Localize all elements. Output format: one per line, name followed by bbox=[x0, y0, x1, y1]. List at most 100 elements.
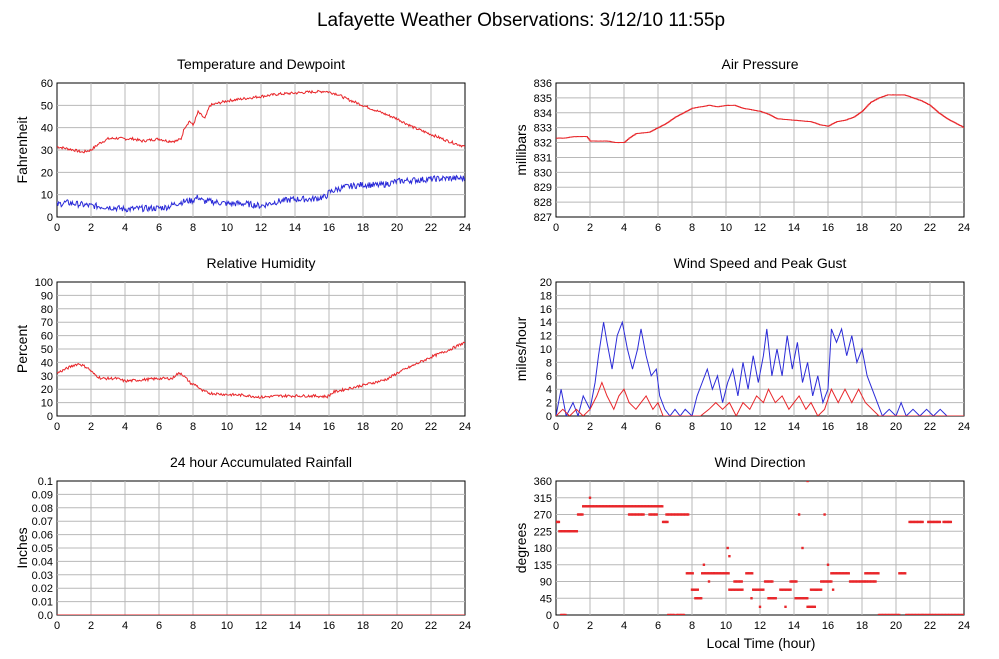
direction-point bbox=[861, 580, 865, 583]
direction-point bbox=[574, 530, 577, 533]
direction-point bbox=[672, 513, 675, 516]
direction-point bbox=[707, 580, 711, 583]
y-tick-label: 0.08 bbox=[32, 503, 53, 515]
direction-point bbox=[927, 613, 931, 615]
direction-point bbox=[924, 613, 928, 615]
direction-point bbox=[872, 572, 876, 575]
y-tick-label: 6 bbox=[546, 371, 552, 383]
direction-point bbox=[726, 546, 729, 550]
direction-point bbox=[648, 505, 651, 508]
direction-point bbox=[695, 597, 699, 600]
direction-point bbox=[835, 572, 839, 575]
chart-title: 24 hour Accumulated Rainfall bbox=[170, 454, 352, 470]
direction-point bbox=[871, 572, 874, 575]
y-tick-label: 10 bbox=[540, 344, 552, 356]
direction-point bbox=[582, 505, 585, 508]
direction-point bbox=[659, 505, 663, 508]
x-tick-label: 18 bbox=[856, 620, 868, 632]
y-tick-label: 16 bbox=[540, 304, 552, 316]
x-axis-title: Local Time (hour) bbox=[707, 635, 816, 651]
x-tick-label: 22 bbox=[425, 421, 437, 433]
x-tick-label: 22 bbox=[924, 421, 936, 433]
direction-point bbox=[865, 572, 869, 575]
y-tick-label: 831 bbox=[534, 152, 552, 164]
direction-point bbox=[890, 613, 894, 615]
x-tick-label: 6 bbox=[655, 222, 661, 234]
direction-point bbox=[600, 505, 603, 508]
temp-series-red bbox=[57, 89, 465, 154]
direction-point bbox=[559, 613, 563, 615]
chart-title: Air Pressure bbox=[721, 56, 798, 72]
direction-point bbox=[872, 580, 876, 583]
direction-point bbox=[956, 613, 960, 615]
direction-point bbox=[877, 572, 880, 575]
direction-point bbox=[789, 588, 792, 591]
direction-point bbox=[864, 580, 867, 583]
direction-point bbox=[709, 572, 713, 575]
direction-point bbox=[821, 580, 824, 583]
direction-point bbox=[851, 580, 855, 583]
direction-point bbox=[611, 505, 615, 508]
y-tick-label: 835 bbox=[534, 93, 552, 105]
direction-point bbox=[737, 580, 741, 583]
direction-point bbox=[699, 597, 703, 600]
direction-point bbox=[693, 588, 697, 591]
x-tick-label: 20 bbox=[890, 620, 902, 632]
direction-point bbox=[588, 496, 592, 499]
direction-point bbox=[593, 505, 596, 508]
direction-point bbox=[950, 613, 954, 615]
y-tick-label: 45 bbox=[540, 593, 552, 605]
y-tick-label: 30 bbox=[41, 145, 53, 157]
y-tick-label: 90 bbox=[41, 290, 53, 302]
direction-point bbox=[883, 613, 886, 615]
direction-point bbox=[691, 572, 694, 575]
direction-point bbox=[738, 588, 741, 591]
direction-point bbox=[675, 613, 678, 615]
direction-point bbox=[942, 520, 945, 524]
direction-point bbox=[809, 588, 813, 591]
direction-point bbox=[733, 588, 737, 591]
direction-point bbox=[838, 572, 842, 575]
direction-point bbox=[782, 588, 785, 591]
direction-point bbox=[824, 580, 827, 583]
y-tick-label: 829 bbox=[534, 182, 552, 194]
direction-point bbox=[843, 572, 846, 575]
y-tick-label: 20 bbox=[540, 277, 552, 289]
x-tick-label: 24 bbox=[958, 620, 970, 632]
direction-point bbox=[940, 613, 944, 615]
direction-point bbox=[831, 572, 835, 575]
direction-point bbox=[671, 513, 674, 516]
direction-point bbox=[638, 513, 641, 516]
x-tick-label: 16 bbox=[822, 620, 834, 632]
direction-point bbox=[666, 513, 670, 516]
direction-point bbox=[564, 613, 567, 615]
direction-point bbox=[603, 505, 606, 508]
y-tick-label: 50 bbox=[41, 100, 53, 112]
direction-point bbox=[801, 546, 804, 550]
x-tick-label: 14 bbox=[788, 421, 800, 433]
direction-point bbox=[793, 580, 797, 583]
x-tick-label: 24 bbox=[459, 421, 471, 433]
wind-series-red bbox=[556, 381, 964, 416]
direction-point bbox=[658, 505, 661, 508]
x-tick-label: 6 bbox=[655, 421, 661, 433]
direction-point bbox=[673, 513, 677, 516]
x-tick-label: 18 bbox=[357, 620, 369, 632]
direction-point bbox=[806, 481, 809, 483]
direction-point bbox=[938, 520, 942, 524]
direction-point bbox=[869, 580, 873, 583]
x-tick-label: 0 bbox=[553, 421, 559, 433]
x-tick-label: 24 bbox=[958, 222, 970, 234]
direction-point bbox=[617, 505, 621, 508]
direction-point bbox=[725, 572, 729, 575]
direction-point bbox=[918, 613, 921, 615]
direction-point bbox=[935, 520, 939, 524]
direction-point bbox=[623, 505, 626, 508]
x-tick-label: 22 bbox=[425, 222, 437, 234]
x-tick-label: 0 bbox=[553, 222, 559, 234]
direction-point bbox=[597, 505, 600, 508]
direction-point bbox=[825, 580, 829, 583]
direction-point bbox=[690, 588, 694, 591]
direction-point bbox=[575, 530, 579, 533]
direction-point bbox=[635, 513, 638, 516]
